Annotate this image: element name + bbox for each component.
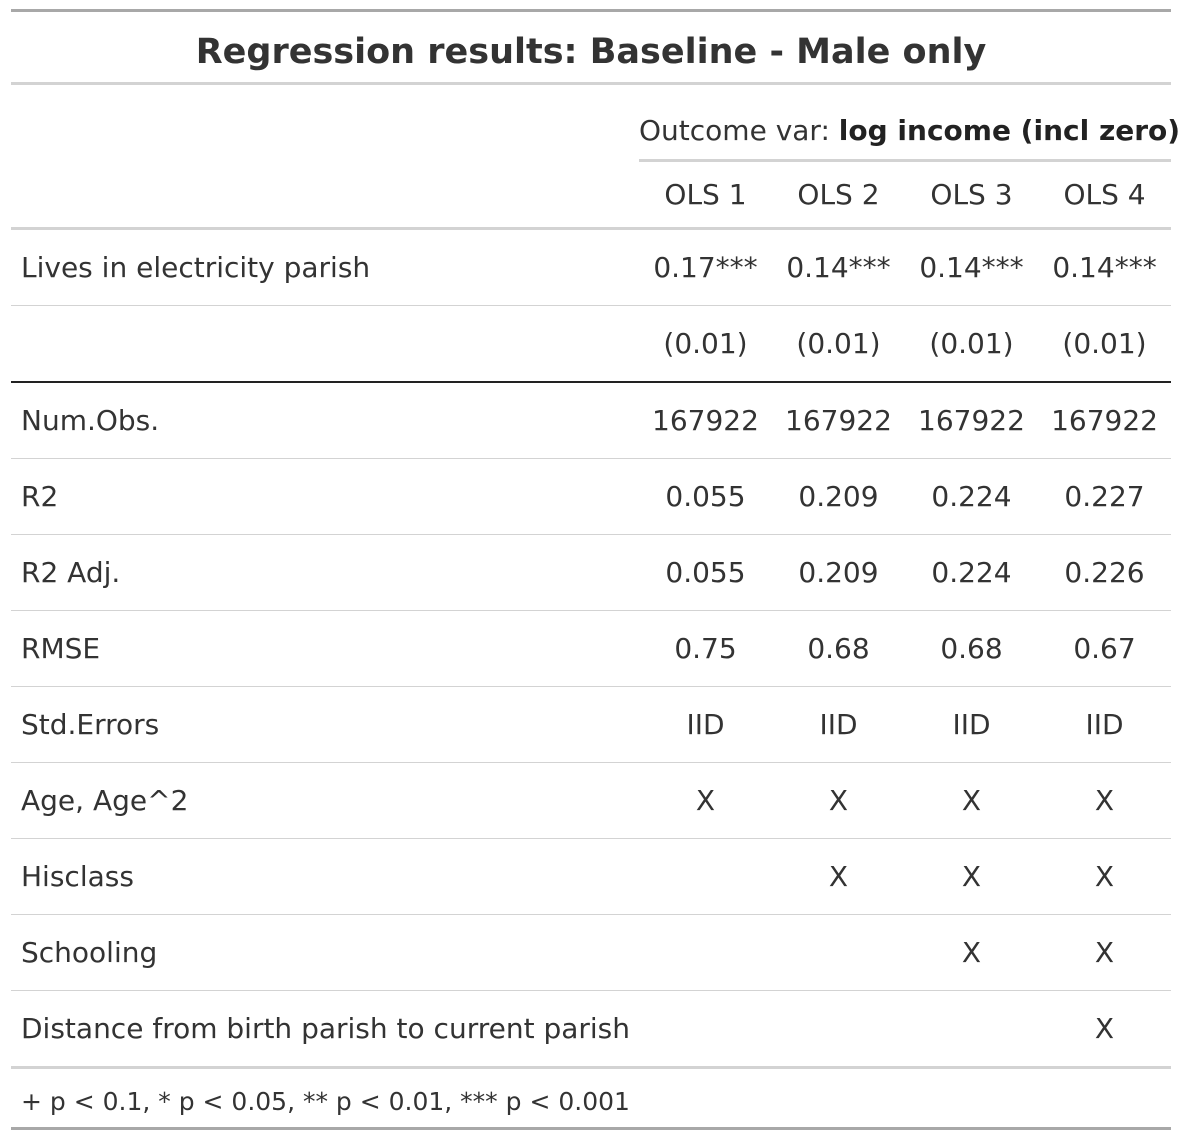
table-cell: X bbox=[1038, 838, 1172, 915]
table-cell: (0.01) bbox=[905, 305, 1038, 383]
table-row: Num.Obs. 167922 167922 167922 167922 bbox=[11, 382, 1172, 459]
table-cell: 167922 bbox=[905, 382, 1038, 459]
table-cell: IID bbox=[1038, 686, 1172, 763]
table-cell: 0.224 bbox=[905, 458, 1038, 535]
table-cell: 0.68 bbox=[905, 610, 1038, 687]
regression-table-container: Regression results: Baseline - Male only… bbox=[11, 9, 1180, 1130]
table-row: R2 Adj. 0.055 0.209 0.224 0.226 bbox=[11, 534, 1172, 611]
row-label: Hisclass bbox=[11, 838, 639, 915]
table-cell: (0.01) bbox=[1038, 305, 1172, 383]
table-row: RMSE 0.75 0.68 0.68 0.67 bbox=[11, 610, 1172, 687]
table-cell: (0.01) bbox=[772, 305, 905, 383]
column-header: OLS 4 bbox=[1038, 160, 1172, 230]
table-cell: X bbox=[1038, 990, 1172, 1069]
table-cell bbox=[772, 914, 905, 991]
table-cell: 0.055 bbox=[639, 458, 772, 535]
table-body: Lives in electricity parish 0.17*** 0.14**… bbox=[11, 228, 1172, 1069]
table-cell: 0.055 bbox=[639, 534, 772, 611]
significance-footnote: + p < 0.1, * p < 0.05, ** p < 0.01, *** … bbox=[11, 1069, 1171, 1130]
row-label: R2 bbox=[11, 458, 639, 535]
table-cell: IID bbox=[639, 686, 772, 763]
table-cell: 0.68 bbox=[772, 610, 905, 687]
table-cell: 0.227 bbox=[1038, 458, 1172, 535]
table-title: Regression results: Baseline - Male only bbox=[11, 12, 1171, 85]
table-cell: 0.209 bbox=[772, 534, 905, 611]
table-cell: 167922 bbox=[1038, 382, 1172, 459]
row-label: Lives in electricity parish bbox=[11, 228, 639, 306]
row-label: RMSE bbox=[11, 610, 639, 687]
stub-header bbox=[11, 160, 639, 230]
table-row: Distance from birth parish to current pa… bbox=[11, 990, 1172, 1069]
table-row: Lives in electricity parish 0.17*** 0.14**… bbox=[11, 228, 1172, 306]
row-label: Num.Obs. bbox=[11, 382, 639, 459]
table-row: Hisclass X X X bbox=[11, 838, 1172, 915]
row-label: Age, Age^2 bbox=[11, 762, 639, 839]
spanner-blank-cell bbox=[11, 85, 639, 161]
table-cell: X bbox=[905, 838, 1038, 915]
table-cell bbox=[905, 990, 1038, 1069]
table-row: R2 0.055 0.209 0.224 0.227 bbox=[11, 458, 1172, 535]
table-cell: 0.75 bbox=[639, 610, 772, 687]
outcome-spanner: Outcome var: log income (incl zero) bbox=[639, 85, 1180, 162]
table-cell bbox=[639, 838, 772, 915]
spanner-outcome: log income (incl zero) bbox=[838, 114, 1180, 147]
row-label: Distance from birth parish to current pa… bbox=[11, 990, 639, 1069]
table-cell: X bbox=[772, 838, 905, 915]
table-cell: X bbox=[905, 762, 1038, 839]
table-cell bbox=[772, 990, 905, 1069]
table-cell: X bbox=[639, 762, 772, 839]
table-cell: X bbox=[1038, 762, 1172, 839]
table-cell: 167922 bbox=[772, 382, 905, 459]
table-cell: X bbox=[1038, 914, 1172, 991]
row-label: Std.Errors bbox=[11, 686, 639, 763]
table-cell: 0.209 bbox=[772, 458, 905, 535]
table-row: Schooling X X bbox=[11, 914, 1172, 991]
table-cell: X bbox=[772, 762, 905, 839]
table-cell: IID bbox=[905, 686, 1038, 763]
table-row: Std.Errors IID IID IID IID bbox=[11, 686, 1172, 763]
table-cell: 0.14*** bbox=[905, 228, 1038, 306]
table-cell: 0.14*** bbox=[772, 228, 905, 306]
table-cell: 167922 bbox=[639, 382, 772, 459]
top-rule bbox=[11, 9, 1171, 12]
column-header-row: OLS 1 OLS 2 OLS 3 OLS 4 bbox=[11, 160, 1172, 230]
table-cell: 0.14*** bbox=[1038, 228, 1172, 306]
column-header: OLS 3 bbox=[905, 160, 1038, 230]
table-cell: 0.224 bbox=[905, 534, 1038, 611]
table-cell: 0.67 bbox=[1038, 610, 1172, 687]
table-cell: X bbox=[905, 914, 1038, 991]
table-cell bbox=[639, 914, 772, 991]
table-cell bbox=[639, 990, 772, 1069]
row-label: Schooling bbox=[11, 914, 639, 991]
column-header: OLS 1 bbox=[639, 160, 772, 230]
table-row: Age, Age^2 X X X X bbox=[11, 762, 1172, 839]
spanner-row: Outcome var: log income (incl zero) bbox=[11, 85, 1180, 162]
table-cell: (0.01) bbox=[639, 305, 772, 383]
spanner-prefix: Outcome var: bbox=[639, 114, 839, 147]
table-cell: 0.17*** bbox=[639, 228, 772, 306]
row-label bbox=[11, 305, 639, 383]
table-row: (0.01) (0.01) (0.01) (0.01) bbox=[11, 305, 1172, 383]
table-cell: IID bbox=[772, 686, 905, 763]
column-header: OLS 2 bbox=[772, 160, 905, 230]
regression-table: Outcome var: log income (incl zero) OLS … bbox=[11, 85, 1180, 1069]
row-label: R2 Adj. bbox=[11, 534, 639, 611]
table-cell: 0.226 bbox=[1038, 534, 1172, 611]
